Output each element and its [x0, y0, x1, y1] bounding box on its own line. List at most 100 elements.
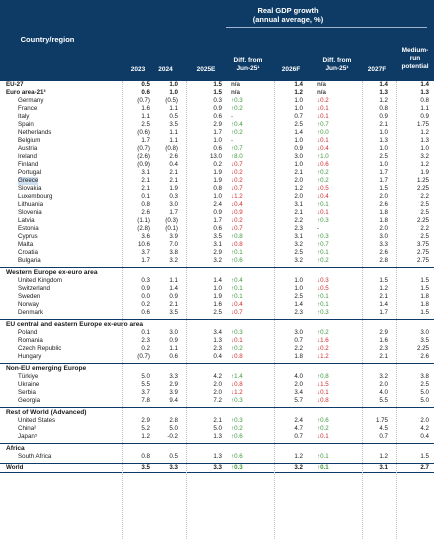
- value-cell: 2.9: [379, 329, 388, 336]
- diff-cell: ↓0.2: [317, 345, 329, 352]
- table-row: Cyprus 3.6 3.9 3.5 ↑0.8 3.1 ↑0.3 3.0 2.5: [0, 233, 434, 241]
- table-row: Slovenia 2.6 1.7 0.9 ↓0.9 2.1 ↓0.1 1.8 2.5: [0, 209, 434, 217]
- table-row: Georgia 7.8 9.4 7.2 ↑0.3 5.7 ↓0.8 5.5 5.0: [0, 397, 434, 405]
- value-cell: 0.6: [141, 309, 150, 316]
- value-cell: 3.1: [213, 241, 222, 248]
- table-row: Japan⁵ 1.2 -0.2 1.3 ↑0.6 0.7 ↓0.1 0.7 0.4: [0, 433, 434, 441]
- row-label: Cyprus: [18, 233, 38, 240]
- row-label: Japan⁵: [18, 433, 38, 440]
- value-cell: 1.0: [294, 285, 303, 292]
- value-cell: 1.1: [169, 137, 178, 144]
- row-label: Slovakia: [18, 185, 42, 192]
- diff-cell: ↑0.3: [231, 97, 243, 104]
- value-cell: (2.6): [137, 153, 150, 160]
- value-cell: 3.0: [169, 329, 178, 336]
- value-cell: 5.0: [169, 425, 178, 432]
- table-row: United States 2.9 2.8 2.1 ↑0.3 2.4 ↑0.6 1.75 2.0: [0, 417, 434, 425]
- row-label: Finland: [18, 161, 39, 168]
- row-label: Croatia: [18, 249, 38, 256]
- value-cell: 3.0: [169, 201, 178, 208]
- row-label: Slovenia: [18, 209, 42, 216]
- value-cell: 2.9: [141, 417, 150, 424]
- value-cell: 3.2: [213, 257, 222, 264]
- col-header-2027f: 2027F: [367, 66, 387, 73]
- value-cell: 0.8: [141, 201, 150, 208]
- section-header: Rest of World (Advanced): [0, 407, 434, 418]
- section-title: Rest of World (Advanced): [6, 409, 87, 416]
- value-cell: 1.0: [294, 105, 303, 112]
- value-cell: 1.5: [379, 277, 388, 284]
- diff-cell: ↑0.2: [317, 169, 329, 176]
- diff-cell: ↑0.0: [317, 129, 329, 136]
- value-cell: 2.0: [294, 193, 303, 200]
- row-label: Ukraine: [18, 381, 40, 388]
- value-cell: 0.2: [141, 345, 150, 352]
- table-row: Portugal 3.1 2.1 1.9 ↓0.2 2.1 ↑0.2 1.7 1.9: [0, 169, 434, 177]
- value-cell: 0.4: [213, 353, 222, 360]
- value-cell: 1.0: [169, 89, 178, 96]
- value-cell: 0.6: [213, 145, 222, 152]
- value-cell: 1.5: [420, 453, 429, 460]
- value-cell: (0.7): [137, 353, 150, 360]
- value-cell: 3.2: [169, 257, 178, 264]
- value-cell: 2.5: [420, 209, 429, 216]
- value-cell: 1.7: [379, 309, 388, 316]
- column-divider: [122, 81, 123, 539]
- value-cell: (0.7): [137, 145, 150, 152]
- value-cell: 1.9: [420, 169, 429, 176]
- row-label: Germany: [18, 97, 44, 104]
- row-label: Belgium: [18, 137, 41, 144]
- value-cell: 0.9: [141, 285, 150, 292]
- value-cell: 1.5: [420, 277, 429, 284]
- value-cell: 0.5: [169, 113, 178, 120]
- value-cell: 2.5: [379, 153, 388, 160]
- value-cell: 0.9: [379, 113, 388, 120]
- table-row: Belgium 1.7 1.1 1.0 - 1.0 ↓0.1 1.3 1.3: [0, 137, 434, 145]
- value-cell: 5.5: [379, 397, 388, 404]
- diff-cell: ↓0.1: [317, 137, 329, 144]
- value-cell: 5.0: [141, 373, 150, 380]
- value-cell: 2.8: [169, 417, 178, 424]
- value-cell: 2.4: [213, 201, 222, 208]
- value-cell: 1.75: [416, 121, 429, 128]
- table-row: EU-27 0.5 1.0 1.5 n/a 1.4 n/a 1.4 1.4: [0, 81, 434, 89]
- table-row: Croatia 3.7 3.8 2.9 ↑0.1 2.5 ↑0.1 2.6 2.75: [0, 249, 434, 257]
- row-label: Sweden: [18, 293, 41, 300]
- header-title: Real GDP growth (annual average, %): [252, 6, 324, 24]
- table-row: Norway 0.2 2.1 1.6 ↓0.4 1.4 ↑0.1 1.4 1.8: [0, 301, 434, 309]
- value-cell: 3.3: [379, 241, 388, 248]
- value-cell: 3.8: [169, 249, 178, 256]
- value-cell: 2.5: [420, 233, 429, 240]
- value-cell: 1.2: [294, 185, 303, 192]
- diff-cell: ↑0.6: [231, 257, 243, 264]
- value-cell: (0.9): [137, 161, 150, 168]
- value-cell: 1.7: [141, 137, 150, 144]
- value-cell: 1.2: [294, 453, 303, 460]
- diff-cell: ↓1.2: [231, 193, 243, 200]
- diff-cell: ↑0.7: [317, 121, 329, 128]
- diff-cell: ↓0.7: [231, 309, 243, 316]
- value-cell: 2.1: [213, 417, 222, 424]
- table-row: Finland (0.9) 0.4 0.2 ↓0.7 1.0 ↓0.6 1.0 1.2: [0, 161, 434, 169]
- value-cell: 3.7: [141, 249, 150, 256]
- value-cell: 2.1: [169, 301, 178, 308]
- table-row: Sweden 0.0 0.9 1.9 ↑0.1 2.5 ↑0.1 2.1 1.8: [0, 293, 434, 301]
- col-header-2026f: 2026F: [281, 66, 301, 73]
- value-cell: 1.4: [213, 277, 222, 284]
- row-label: Italy: [18, 113, 30, 120]
- value-cell: 2.3: [294, 225, 303, 232]
- diff-cell: ↑0.2: [317, 257, 329, 264]
- value-cell: 3.5: [169, 309, 178, 316]
- diff-cell: ↑8.0: [231, 153, 243, 160]
- value-cell: 2.9: [213, 121, 222, 128]
- value-cell: 1.7: [379, 169, 388, 176]
- diff-cell: ↑0.1: [317, 293, 329, 300]
- column-divider: [362, 81, 363, 539]
- table-row: Denmark 0.6 3.5 2.5 ↓0.7 2.3 ↑0.3 1.7 1.5: [0, 309, 434, 317]
- value-cell: 1.5: [379, 185, 388, 192]
- value-cell: 2.25: [416, 345, 429, 352]
- value-cell: 2.2: [294, 217, 303, 224]
- value-cell: 3.9: [169, 233, 178, 240]
- section-header: Africa: [0, 443, 434, 454]
